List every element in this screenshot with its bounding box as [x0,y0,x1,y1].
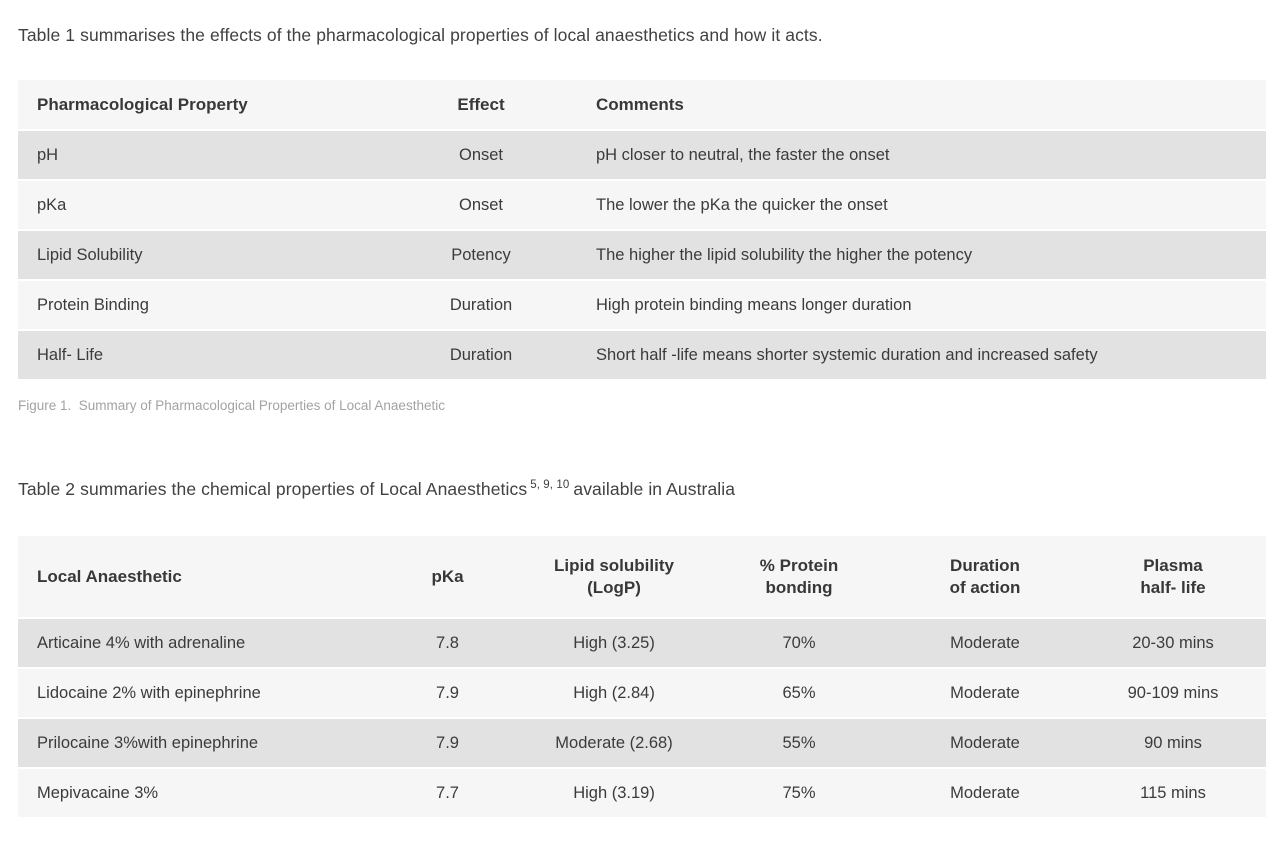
table-row: Lidocaine 2% with epinephrine 7.9 High (2.… [18,668,1266,719]
table-cell: Lipid Solubility [18,230,420,281]
table-cell: Moderate [890,718,1080,769]
table-cell: 20-30 mins [1080,618,1266,669]
column-header: Pharmacological Property [18,80,420,131]
column-header: Local Anaesthetic [18,536,375,619]
table-row: Mepivacaine 3% 7.7 High (3.19) 75% Moderate 1… [18,768,1266,819]
table1-header: Pharmacological Property Effect Comments [18,80,1266,131]
table1-body: pH Onset pH closer to neutral, the faster … [18,130,1266,381]
column-header: % Protein bonding [708,536,890,619]
column-header: Plasma half- life [1080,536,1266,619]
table2-body: Articaine 4% with adrenaline 7.8 High (3.2… [18,618,1266,819]
table-cell: pH [18,130,420,181]
table-cell: Duration [420,330,542,381]
column-header: Effect [420,80,542,131]
table-cell: 65% [708,668,890,719]
table-cell: 7.9 [375,668,520,719]
pharmacological-properties-table: Pharmacological Property Effect Comments p… [18,80,1266,381]
table-row: Prilocaine 3%with epinephrine 7.9 Moderate… [18,718,1266,769]
column-header: Duration of action [890,536,1080,619]
citation-superscript: 5, 9, 10 [530,479,570,492]
table-cell: 7.9 [375,718,520,769]
column-header: Comments [542,80,1266,131]
table-cell: High (3.25) [520,618,708,669]
column-header: Lipid solubility (LogP) [520,536,708,619]
table-cell: 90 mins [1080,718,1266,769]
table2-intro-prefix: Table 2 summaries the chemical propertie… [18,479,528,499]
table-cell: Mepivacaine 3% [18,768,375,819]
table-cell: Protein Binding [18,280,420,331]
column-header: pKa [375,536,520,619]
table-row: Half- Life Duration Short half -life means… [18,330,1266,381]
table-cell: Onset [420,180,542,231]
table-cell: 115 mins [1080,768,1266,819]
table-cell: 7.7 [375,768,520,819]
table-cell: The higher the lipid solubility the high… [542,230,1266,281]
table-cell: Short half -life means shorter systemic … [542,330,1266,381]
figure1-caption: Figure 1. Summary of Pharmacological Pro… [18,398,445,413]
table-row: pKa Onset The lower the pKa the quicker th… [18,180,1266,231]
table2-intro-text: Table 2 summaries the chemical propertie… [18,415,1266,503]
table-row: pH Onset pH closer to neutral, the faster … [18,130,1266,181]
table-cell: High protein binding means longer durati… [542,280,1266,331]
table-cell: Potency [420,230,542,281]
table-cell: Lidocaine 2% with epinephrine [18,668,375,719]
chemical-properties-table: Local Anaesthetic pKa Lipid solubility (Lo… [18,536,1266,819]
table-cell: 75% [708,768,890,819]
table-cell: pH closer to neutral, the faster the ons… [542,130,1266,181]
table1-intro-text: Table 1 summarises the effects of the ph… [18,25,823,45]
table-cell: High (2.84) [520,668,708,719]
table2-header: Local Anaesthetic pKa Lipid solubility (Lo… [18,536,1266,619]
table-cell: Moderate (2.68) [520,718,708,769]
table-cell: The lower the pKa the quicker the onset [542,180,1266,231]
table2-intro-suffix: available in Australia [573,479,736,499]
header-row: Pharmacological Property Effect Comments [18,80,1266,131]
table-cell: Moderate [890,668,1080,719]
table-cell: pKa [18,180,420,231]
table-cell: Onset [420,130,542,181]
table-cell: Articaine 4% with adrenaline [18,618,375,669]
table-cell: Half- Life [18,330,420,381]
table-row: Lipid Solubility Potency The higher the li… [18,230,1266,281]
table-cell: 70% [708,618,890,669]
table-cell: Prilocaine 3%with epinephrine [18,718,375,769]
table-cell: Moderate [890,618,1080,669]
table-cell: Duration [420,280,542,331]
table-row: Articaine 4% with adrenaline 7.8 High (3.2… [18,618,1266,669]
table-cell: Moderate [890,768,1080,819]
table-cell: 55% [708,718,890,769]
table-cell: 90-109 mins [1080,668,1266,719]
table-cell: High (3.19) [520,768,708,819]
table-row: Protein Binding Duration High protein bind… [18,280,1266,331]
header-row: Local Anaesthetic pKa Lipid solubility (Lo… [18,536,1266,619]
table-cell: 7.8 [375,618,520,669]
